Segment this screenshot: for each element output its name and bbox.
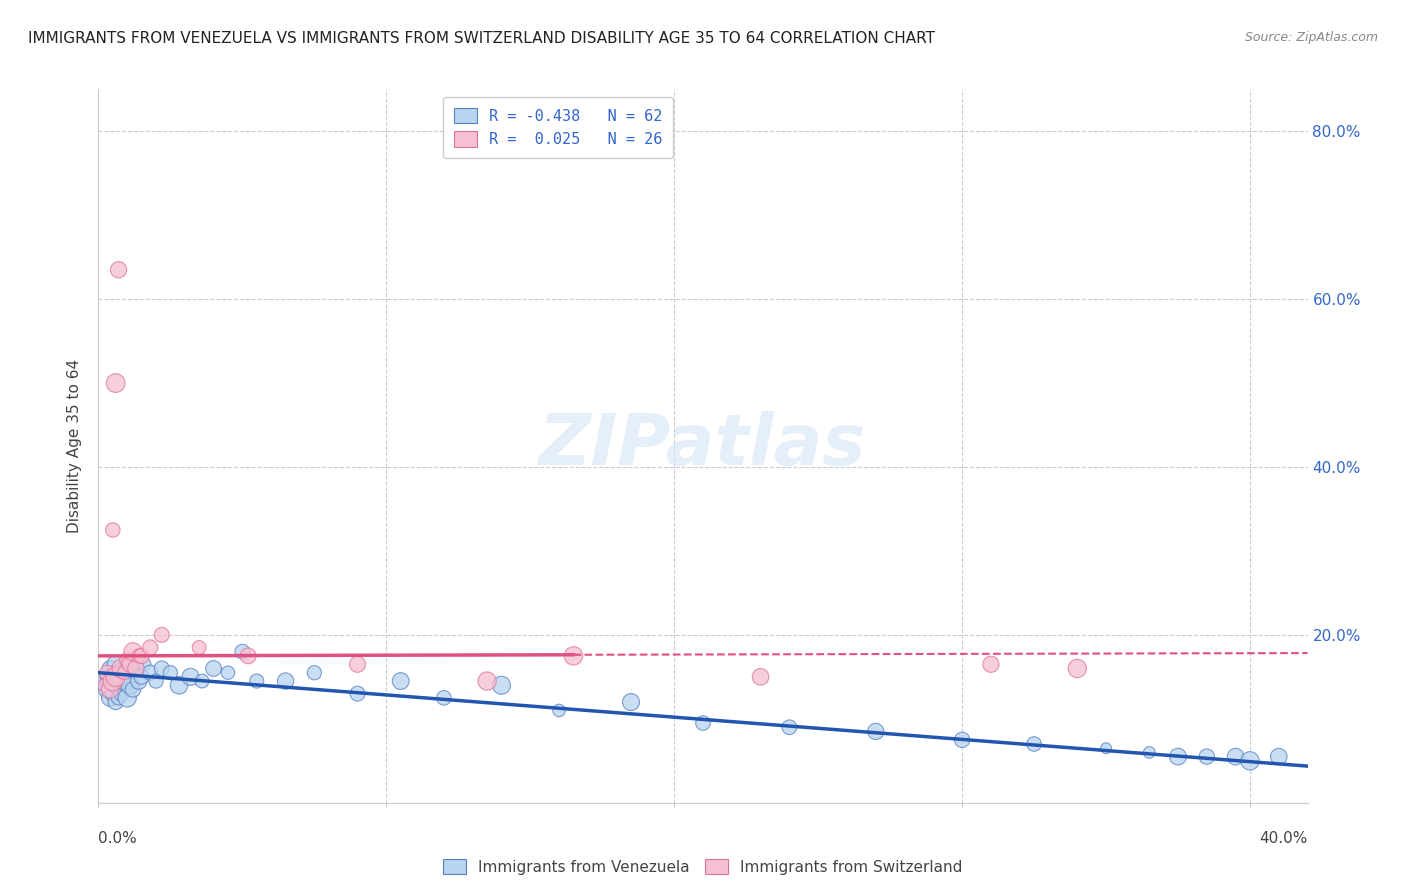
Point: [107, 690, 129, 705]
Point: [139, 665, 162, 680]
Point: [104, 657, 127, 672]
Point: [101, 523, 124, 537]
Text: Source: ZipAtlas.com: Source: ZipAtlas.com: [1244, 31, 1378, 45]
Point: [346, 687, 368, 701]
Point: [122, 682, 145, 697]
Point: [865, 724, 887, 739]
Point: [217, 665, 239, 680]
Text: ZIPatlas: ZIPatlas: [540, 411, 866, 481]
Point: [98, 682, 121, 697]
Point: [98, 674, 121, 689]
Point: [191, 674, 214, 689]
Point: [115, 653, 138, 667]
Point: [120, 674, 142, 689]
Point: [1095, 741, 1118, 756]
Point: [120, 657, 142, 672]
Legend: Immigrants from Venezuela, Immigrants from Switzerland: Immigrants from Venezuela, Immigrants fr…: [437, 853, 969, 880]
Text: IMMIGRANTS FROM VENEZUELA VS IMMIGRANTS FROM SWITZERLAND DISABILITY AGE 35 TO 64: IMMIGRANTS FROM VENEZUELA VS IMMIGRANTS …: [28, 31, 935, 46]
Point: [101, 674, 124, 689]
Point: [620, 695, 643, 709]
Point: [778, 720, 800, 734]
Point: [1268, 749, 1291, 764]
Text: 40.0%: 40.0%: [1260, 831, 1308, 846]
Point: [749, 670, 772, 684]
Point: [107, 670, 129, 684]
Point: [93, 678, 115, 692]
Point: [112, 665, 135, 680]
Point: [180, 670, 202, 684]
Point: [475, 674, 498, 689]
Point: [125, 661, 148, 675]
Point: [101, 687, 124, 701]
Point: [231, 645, 253, 659]
Point: [122, 665, 145, 680]
Point: [107, 682, 129, 697]
Text: 0.0%: 0.0%: [98, 831, 138, 846]
Point: [110, 661, 132, 675]
Point: [562, 648, 585, 663]
Point: [236, 648, 259, 663]
Point: [101, 665, 124, 680]
Point: [145, 674, 167, 689]
Point: [104, 670, 127, 684]
Point: [202, 661, 225, 675]
Point: [1137, 746, 1160, 760]
Point: [96, 682, 118, 697]
Point: [125, 661, 148, 675]
Point: [139, 640, 162, 655]
Point: [980, 657, 1002, 672]
Point: [1022, 737, 1045, 751]
Point: [134, 657, 156, 672]
Point: [112, 678, 135, 692]
Point: [101, 674, 124, 689]
Point: [104, 695, 127, 709]
Point: [389, 674, 412, 689]
Point: [104, 376, 127, 390]
Point: [159, 665, 181, 680]
Point: [1239, 754, 1261, 768]
Point: [96, 670, 118, 684]
Point: [115, 690, 138, 705]
Point: [1066, 661, 1088, 675]
Point: [112, 665, 135, 680]
Point: [548, 703, 571, 717]
Point: [115, 657, 138, 672]
Point: [304, 665, 326, 680]
Point: [346, 657, 368, 672]
Point: [1225, 749, 1247, 764]
Point: [110, 687, 132, 701]
Point: [188, 640, 211, 655]
Point: [150, 661, 173, 675]
Point: [131, 648, 153, 663]
Point: [107, 262, 129, 277]
Point: [93, 678, 115, 692]
Point: [110, 674, 132, 689]
Point: [433, 690, 456, 705]
Point: [110, 661, 132, 675]
Y-axis label: Disability Age 35 to 64: Disability Age 35 to 64: [67, 359, 83, 533]
Point: [274, 674, 297, 689]
Point: [115, 670, 138, 684]
Point: [692, 716, 714, 731]
Point: [96, 665, 118, 680]
Point: [1195, 749, 1218, 764]
Point: [98, 661, 121, 675]
Point: [167, 678, 190, 692]
Point: [98, 690, 121, 705]
Point: [950, 732, 973, 747]
Point: [1167, 749, 1189, 764]
Point: [246, 674, 269, 689]
Point: [120, 678, 142, 692]
Point: [122, 645, 145, 659]
Point: [128, 648, 150, 663]
Point: [491, 678, 513, 692]
Point: [128, 674, 150, 689]
Point: [150, 628, 173, 642]
Point: [104, 678, 127, 692]
Point: [131, 670, 153, 684]
